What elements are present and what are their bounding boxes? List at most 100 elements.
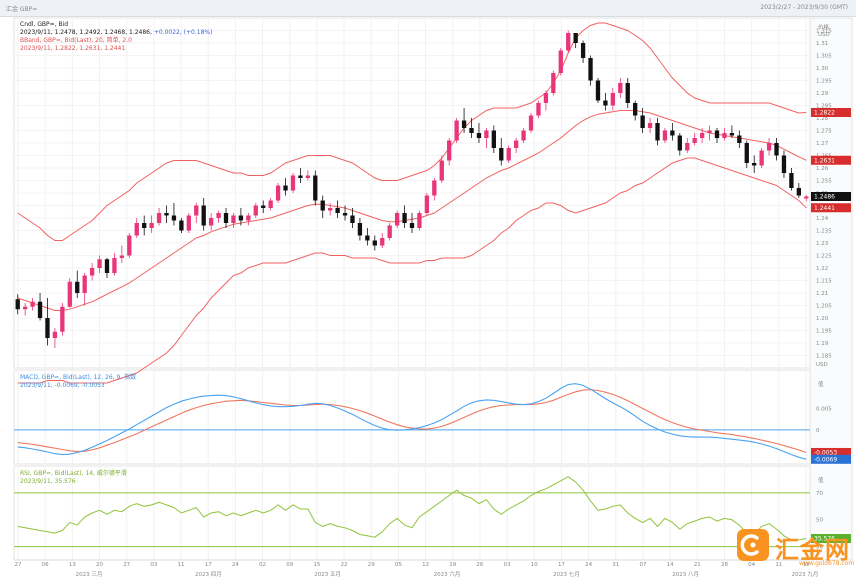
month-label: 2023 七月 [553, 570, 580, 578]
macd-value-badge-text: -0.0069 [814, 457, 837, 464]
candle [662, 128, 668, 143]
macd-signal-badge-text: -0.0053 [814, 450, 837, 457]
date-tick-label: 24 [585, 562, 592, 568]
candle-body [491, 130, 496, 148]
candle [275, 183, 281, 203]
candle-body [283, 185, 288, 191]
candle [75, 270, 80, 298]
rsi-tick-label: 70 [816, 491, 823, 497]
candle-body [804, 196, 809, 199]
candle-body [417, 213, 422, 228]
candle [737, 130, 742, 148]
date-tick-label: 09 [286, 562, 293, 568]
candle-body [208, 218, 214, 226]
candle [253, 203, 258, 218]
candle-body [394, 213, 400, 226]
candle-body [551, 73, 556, 93]
candle [372, 235, 377, 251]
candle-body [89, 268, 95, 276]
rsi-value-badge: 35.576 [811, 534, 851, 544]
price-tick-label: 1.215 [816, 279, 832, 285]
candle-body [82, 275, 87, 293]
macd-legend-value: 2023/9/11, -0.0069, -0.0053 [20, 382, 105, 389]
candle [112, 253, 117, 276]
candle [432, 178, 437, 201]
bband-lower-badge-text: 1.2441 [814, 205, 835, 212]
candle-body [350, 215, 355, 223]
candle [536, 100, 541, 118]
bband-legend-title: BBand, GBP=, Bid(Last), 20, 简单, 2.0 [20, 37, 132, 44]
candle [104, 258, 110, 278]
instrument-label: 汇金 GBP= [6, 6, 38, 13]
candle-body [774, 143, 779, 156]
candle-body [454, 120, 459, 141]
date-tick-label: 11 [775, 562, 782, 568]
bband-legend-values: 2023/9/11, 1.2822, 1.2631, 1.2441 [20, 45, 126, 52]
candle-body [580, 43, 586, 58]
candle [409, 213, 415, 233]
candle-body [52, 331, 58, 338]
candle [313, 170, 318, 206]
candle-body [67, 281, 72, 307]
candle-body [238, 215, 244, 221]
candle [387, 223, 392, 241]
candle-body [402, 213, 407, 223]
date-tick-label: 17 [205, 562, 212, 568]
date-tick-label: 26 [476, 562, 483, 568]
candle [447, 138, 452, 166]
bband-upper-badge-text: 1.2822 [814, 110, 835, 117]
candle-body [640, 115, 645, 128]
date-tick-label: 06 [42, 562, 49, 568]
candle [595, 78, 601, 103]
price-tick-label: 1.29 [816, 91, 829, 97]
candle [268, 198, 273, 211]
candle-body [320, 200, 325, 211]
candle-change: +0.0022, (+0.18%) [153, 29, 213, 36]
macd-tick-label: 0 [816, 428, 820, 434]
candle [246, 213, 251, 226]
candle-body [595, 80, 601, 101]
logo-text: 汇金网 [775, 536, 850, 564]
rsi-tick-label: 30 [816, 545, 823, 551]
price-tick-label: 1.285 [816, 104, 832, 110]
candle [551, 70, 556, 96]
candle [655, 118, 660, 146]
price-tick-label: 1.19 [816, 341, 829, 347]
price-tick-label: 1.24 [816, 216, 829, 222]
candle [640, 108, 645, 133]
candle-body [142, 223, 147, 228]
date-tick-label: 13 [69, 562, 76, 568]
candle-body [30, 301, 35, 307]
candle-body [223, 213, 229, 223]
month-label: 2023 八月 [672, 571, 699, 578]
candle-body [60, 306, 65, 332]
candle-body [625, 83, 630, 103]
macd-pane [13, 369, 811, 465]
candle [513, 138, 519, 153]
macd-legend-title: MACD, GBP=, Bid(Last), 12, 26, 9, 指数 [20, 374, 137, 381]
candle-body [409, 223, 415, 228]
bband-middle-badge: 1.2631 [811, 155, 851, 165]
candle-body [685, 143, 690, 151]
candle [789, 168, 794, 191]
price-tick-label: 1.20 [816, 316, 829, 322]
date-tick-label: 18 [803, 562, 810, 568]
price-tick-label: 1.23 [816, 241, 829, 247]
candle [328, 203, 333, 216]
date-tick-label: 15 [313, 562, 320, 568]
candle-body [707, 130, 712, 133]
candle-body [699, 133, 705, 138]
candle-body [298, 175, 303, 178]
candle [752, 155, 757, 173]
rsi-axis-title: 值 [818, 476, 824, 484]
candle-body [521, 130, 526, 141]
candle [804, 195, 809, 201]
candle-body [588, 58, 593, 81]
price-axis-unit: USD [818, 32, 830, 38]
candle-body [618, 83, 623, 93]
candle-body [662, 130, 668, 141]
candle-body [156, 213, 162, 223]
candle [461, 108, 467, 133]
candle [633, 100, 638, 121]
